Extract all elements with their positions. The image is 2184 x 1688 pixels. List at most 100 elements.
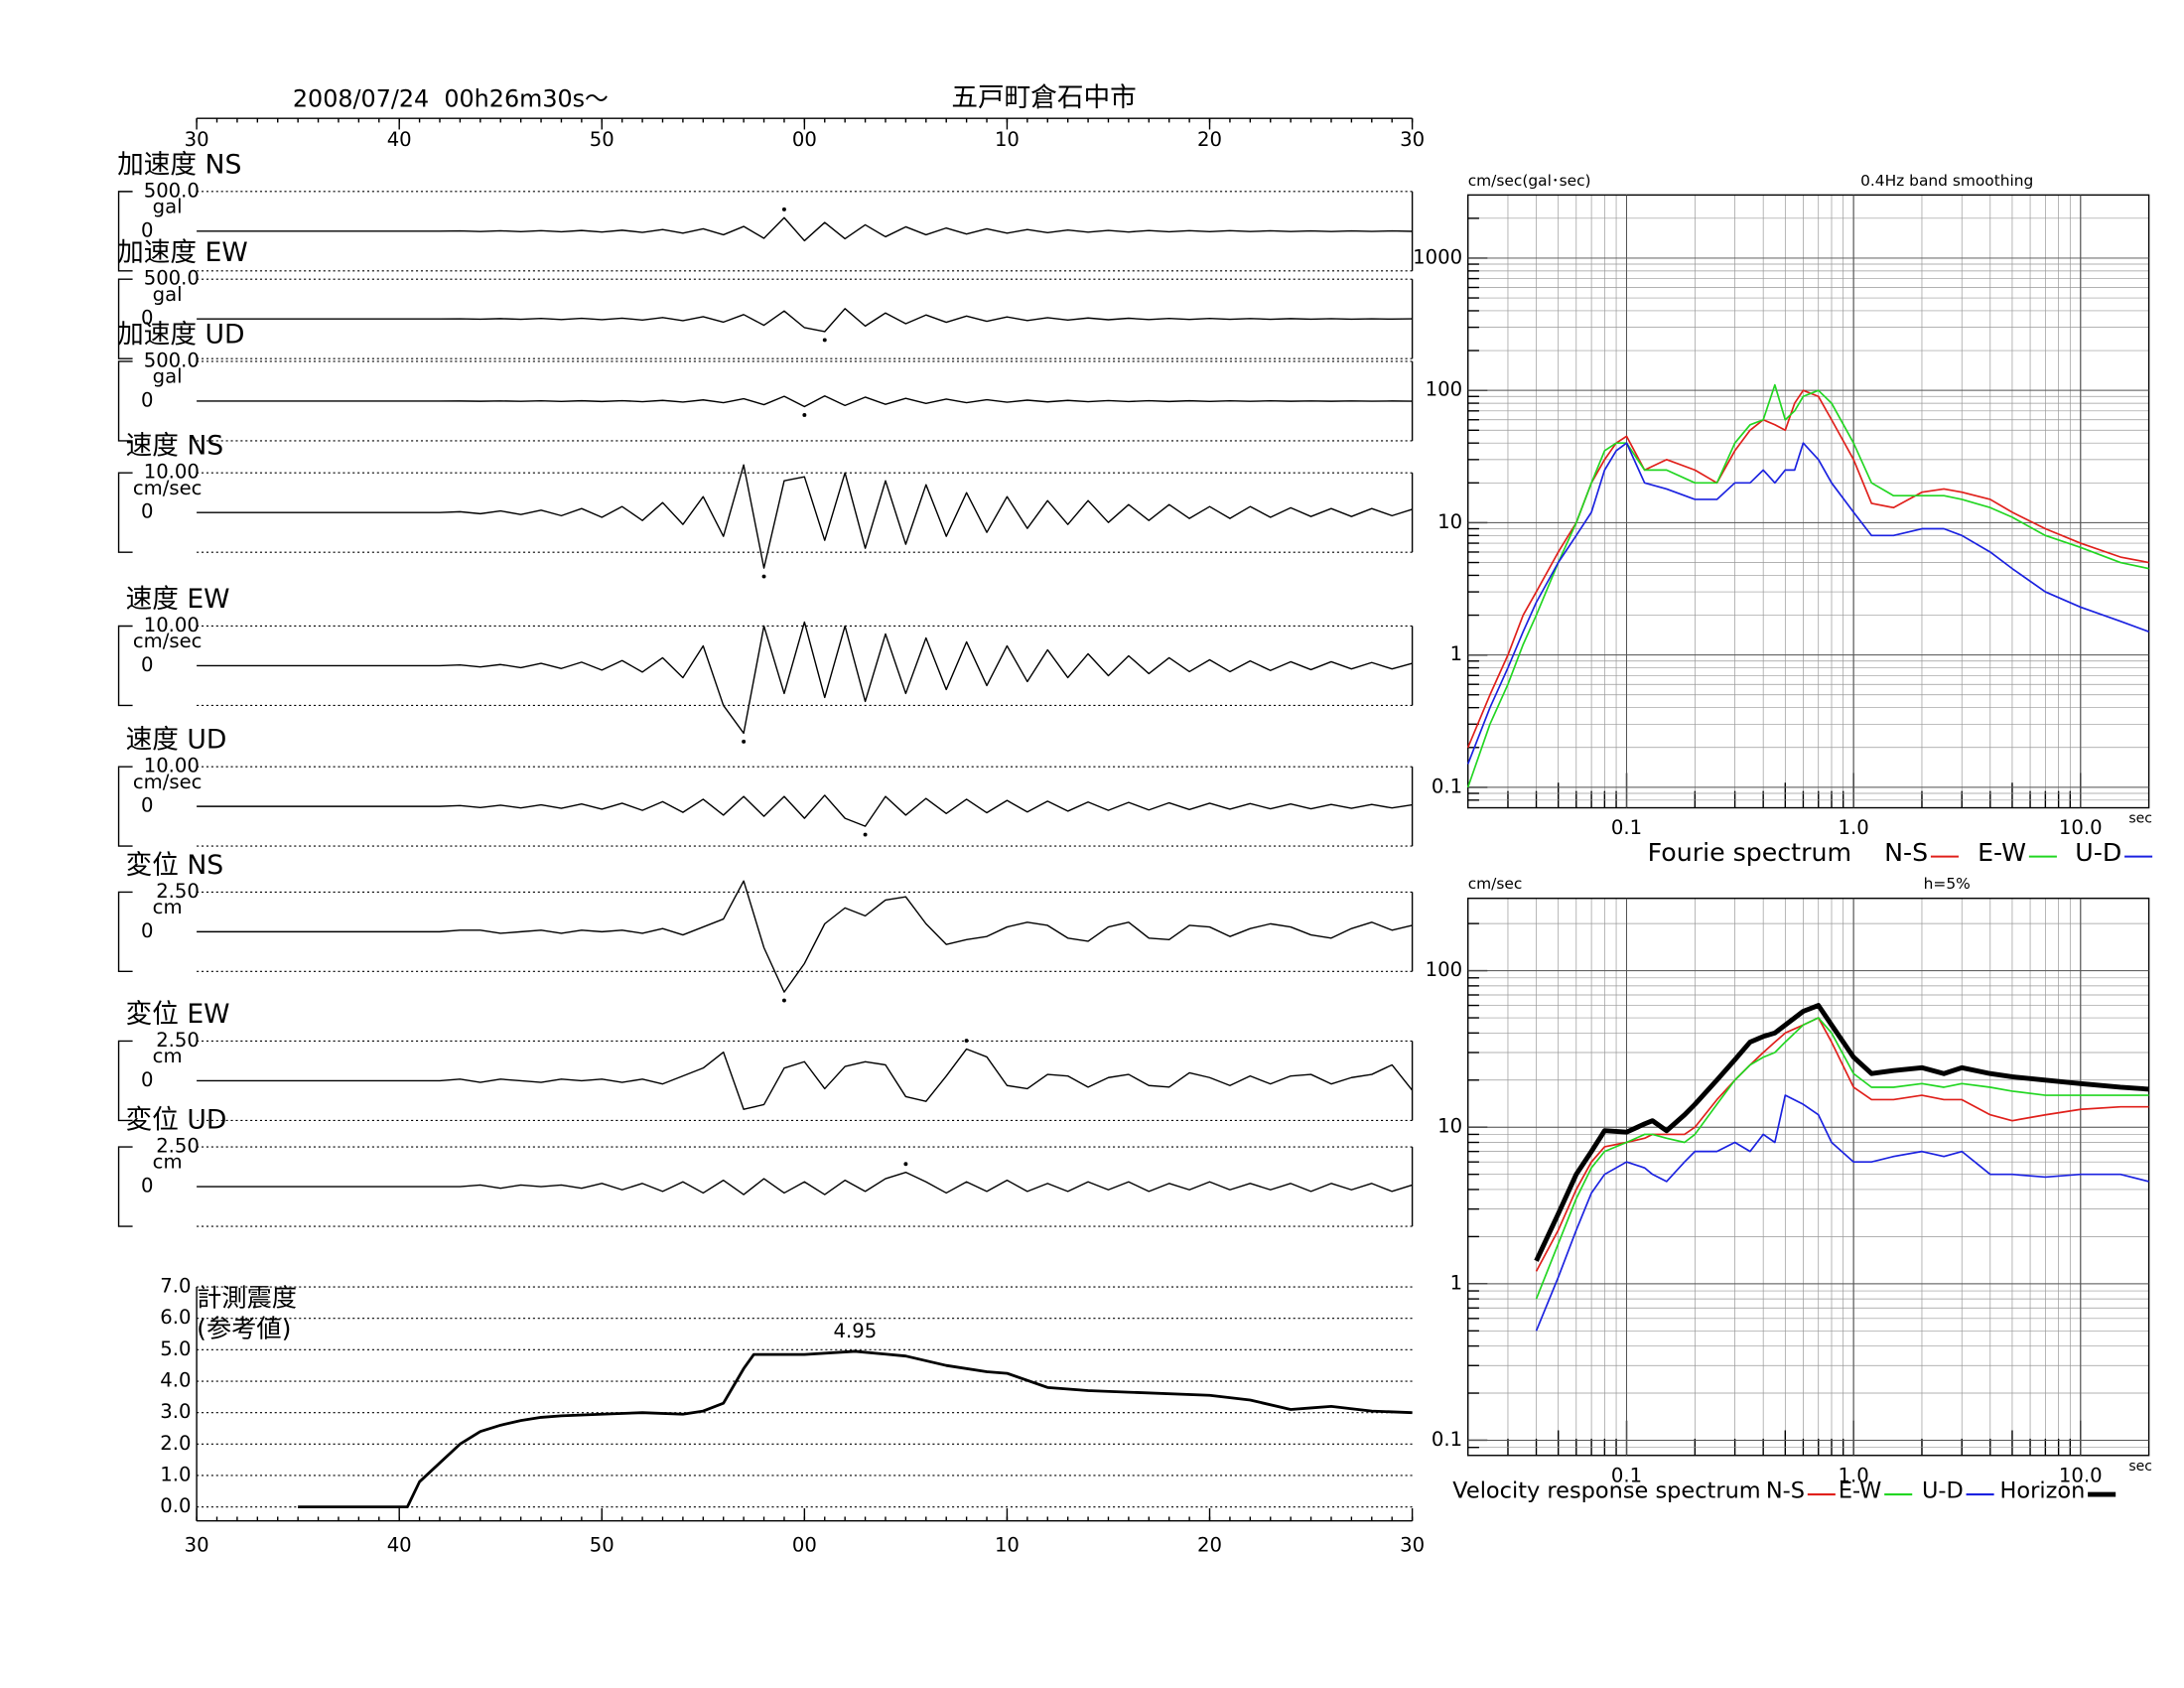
legend-label: E-W xyxy=(1978,838,2026,867)
legend-label: Horizon xyxy=(2000,1478,2086,1504)
spectrum-line xyxy=(1535,1094,2149,1332)
chart-note: 0.4Hz band smoothing xyxy=(1860,172,2033,190)
legend-label: E-W xyxy=(1839,1478,1882,1504)
y-tick-label: 10.00 xyxy=(144,755,200,777)
unit-label: cm/sec xyxy=(133,771,203,793)
y-tick-label: 7.0 xyxy=(160,1275,191,1298)
x-tick-label: 10 xyxy=(995,1533,1020,1556)
waveform-trace xyxy=(197,794,1413,827)
waveform-trace xyxy=(197,308,1413,333)
y-tick-label: 2.50 xyxy=(156,1029,200,1052)
panel-label: 速度 EW xyxy=(126,584,230,615)
chart-title: 2008/07/24 00h26m30s〜 xyxy=(293,84,609,112)
waveform-trace xyxy=(197,1171,1413,1196)
x-tick-label: 50 xyxy=(590,128,614,151)
x-axis-label: sec xyxy=(2128,1459,2152,1475)
x-tick-label: 30 xyxy=(185,128,209,151)
y-tick-label: 500.0 xyxy=(144,267,200,290)
panel-bracket xyxy=(117,891,133,973)
panel-bracket xyxy=(117,625,133,707)
legend-title: Velocity response spectrum xyxy=(1452,1478,1760,1504)
panel-label: 加速度 NS xyxy=(117,149,241,180)
y-tick-label: 0 xyxy=(141,919,154,942)
y-tick-label: 500.0 xyxy=(144,349,200,371)
panel-bracket xyxy=(117,1040,133,1122)
unit-label: cm xyxy=(153,896,183,918)
x-tick-label: 10 xyxy=(995,128,1020,151)
x-tick-label: 10.0 xyxy=(2059,1464,2103,1486)
waveform-trace xyxy=(197,1048,1414,1110)
peak-marker xyxy=(863,832,868,837)
legend-label: U-D xyxy=(1922,1478,1964,1504)
y-tick-label: 0 xyxy=(141,794,154,817)
intensity-line xyxy=(298,1349,1413,1509)
y-tick-label: 0 xyxy=(141,388,154,411)
panel-bracket xyxy=(117,278,133,359)
y-tick-label: 0 xyxy=(141,1068,154,1091)
x-tick-label: 20 xyxy=(1197,128,1222,151)
x-tick-label: 30 xyxy=(185,1533,209,1556)
x-tick-label: 0.1 xyxy=(1611,1464,1642,1486)
y-tick-label: 3.0 xyxy=(160,1400,191,1423)
spectrum-line xyxy=(1535,1017,2149,1300)
y-tick-label: 0 xyxy=(141,500,154,523)
y-tick-label: 10.00 xyxy=(144,461,200,484)
plot-frame xyxy=(1467,194,2150,809)
panel-label: 加速度 UD xyxy=(117,320,244,351)
y-tick-label: 100 xyxy=(1426,958,1462,981)
x-tick-label: 1.0 xyxy=(1839,816,1869,839)
panel-label: 変位 UD xyxy=(126,1105,227,1136)
waveform-trace xyxy=(197,216,1413,242)
y-tick-label: 10 xyxy=(1437,1115,1462,1138)
x-axis-label: sec xyxy=(2128,811,2152,827)
y-tick-label: 10 xyxy=(1437,510,1462,533)
spectrum-line xyxy=(1466,442,2149,765)
y-tick-label: 5.0 xyxy=(160,1337,191,1360)
y-tick-label: 4.0 xyxy=(160,1369,191,1392)
x-tick-label: 30 xyxy=(1400,128,1425,151)
y-tick-label: 1 xyxy=(1450,642,1463,665)
peak-marker xyxy=(964,1039,969,1044)
y-axis-label: cm/sec(gal･sec) xyxy=(1468,172,1591,190)
y-tick-label: 1000 xyxy=(1413,245,1462,268)
y-tick-label: 10.00 xyxy=(144,614,200,636)
x-tick-label: 00 xyxy=(792,128,817,151)
x-tick-label: 50 xyxy=(590,1533,614,1556)
y-axis-label: cm/sec xyxy=(1468,875,1523,893)
annotation: 4.95 xyxy=(834,1320,878,1342)
panel-label: 速度 UD xyxy=(126,725,227,756)
legend-label: U-D xyxy=(2075,838,2121,867)
y-tick-label: 6.0 xyxy=(160,1306,191,1329)
chart-title: 計測震度 xyxy=(197,1284,297,1313)
y-tick-label: 2.0 xyxy=(160,1432,191,1455)
peak-marker xyxy=(802,413,807,417)
x-tick-label: 40 xyxy=(387,128,412,151)
y-tick-label: 0 xyxy=(141,218,154,241)
x-tick-label: 0.1 xyxy=(1611,816,1642,839)
unit-label: gal xyxy=(153,195,183,217)
peak-marker xyxy=(822,338,827,343)
panel-label: 速度 NS xyxy=(126,431,224,462)
peak-marker xyxy=(781,998,786,1003)
legend-label: N-S xyxy=(1766,1478,1805,1504)
unit-label: gal xyxy=(153,365,183,388)
panel-bracket xyxy=(117,766,133,847)
panel-label: 変位 EW xyxy=(126,999,230,1030)
peak-marker xyxy=(761,574,766,579)
legend-label: N-S xyxy=(1884,838,1928,867)
chart-note: h=5% xyxy=(1924,875,1971,893)
x-tick-label: 30 xyxy=(1400,1533,1425,1556)
unit-label: cm/sec xyxy=(133,630,203,652)
x-tick-label: 1.0 xyxy=(1839,1464,1869,1486)
peak-marker xyxy=(903,1162,908,1167)
peak-marker xyxy=(742,739,747,744)
y-tick-label: 1.0 xyxy=(160,1463,191,1485)
y-tick-label: 0 xyxy=(141,1175,154,1197)
y-tick-label: 500.0 xyxy=(144,179,200,202)
chart-subtitle: 五戸町倉石中市 xyxy=(951,82,1136,113)
x-tick-label: 00 xyxy=(792,1533,817,1556)
plot-frame xyxy=(1467,898,2150,1457)
x-tick-label: 10.0 xyxy=(2059,816,2103,839)
